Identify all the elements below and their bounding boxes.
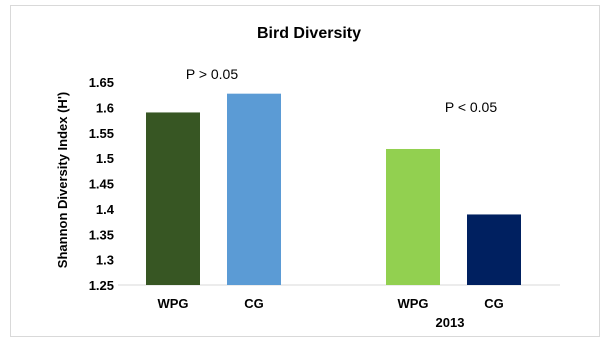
bar-2 bbox=[227, 93, 281, 285]
x-tick-label: WPG bbox=[397, 296, 428, 311]
y-tick-label: 1.35 bbox=[89, 227, 114, 242]
group-1-annotation: P > 0.05 bbox=[186, 66, 239, 82]
bar-1 bbox=[146, 112, 200, 285]
bar-3 bbox=[386, 148, 440, 285]
y-tick-label: 1.6 bbox=[96, 100, 114, 115]
y-tick-label: 1.45 bbox=[89, 177, 114, 192]
y-tick-label: 1.65 bbox=[89, 75, 114, 90]
y-tick-label: 1.3 bbox=[96, 253, 114, 268]
group-2-label: 2013 bbox=[436, 315, 465, 330]
x-tick-label: CG bbox=[244, 296, 264, 311]
y-tick-label: 1.4 bbox=[96, 202, 115, 217]
x-tick-label: CG bbox=[484, 296, 504, 311]
y-tick-label: 1.55 bbox=[89, 126, 114, 141]
group-2-annotation: P < 0.05 bbox=[445, 99, 498, 115]
chart-title: Bird Diversity bbox=[257, 25, 361, 42]
y-axis-label: Shannon Diversity Index (H') bbox=[55, 92, 70, 268]
x-tick-label: WPG bbox=[157, 296, 188, 311]
y-tick-label: 1.25 bbox=[89, 278, 114, 293]
y-tick-label: 1.5 bbox=[96, 151, 114, 166]
bar-4 bbox=[467, 214, 521, 285]
